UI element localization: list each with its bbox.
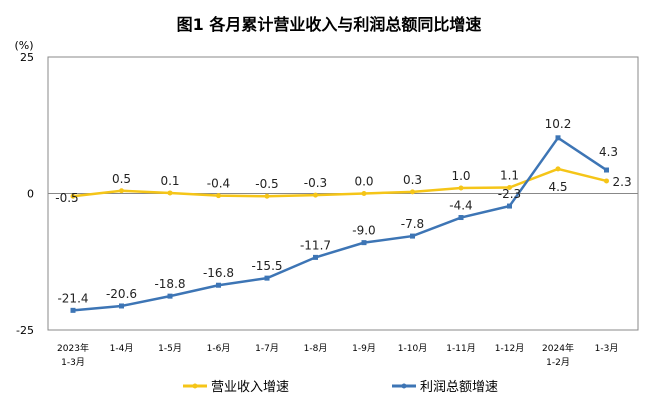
data-point: [604, 178, 609, 184]
data-point: [119, 303, 124, 309]
x-tick-label: 1-2月: [546, 357, 570, 368]
x-tick-label: 1-8月: [304, 343, 328, 354]
x-tick-label: 1-3月: [61, 357, 85, 368]
x-tick-label: 2023年: [57, 342, 89, 354]
data-point: [167, 293, 173, 299]
data-point: [507, 184, 512, 190]
data-point: [216, 282, 221, 288]
x-tick-label: 1-11月: [446, 343, 475, 354]
y-tick-label: 0: [27, 188, 34, 201]
legend-marker: [401, 383, 407, 389]
data-point: [410, 233, 415, 239]
data-label: 4.3: [599, 145, 618, 159]
data-label: 2.3: [613, 175, 632, 189]
data-label: -0.4: [207, 177, 230, 191]
data-label: 1.1: [500, 168, 519, 182]
x-tick-label: 1-9月: [352, 343, 376, 354]
legend-label: 营业收入增速: [211, 380, 289, 395]
data-point: [507, 203, 512, 209]
data-point: [264, 193, 270, 199]
data-label: -0.5: [55, 191, 78, 205]
x-tick-label: 2024年: [542, 342, 574, 354]
data-point: [313, 192, 318, 198]
data-label: -20.6: [106, 287, 137, 301]
series-line: [72, 167, 607, 198]
data-label: 1.0: [451, 169, 470, 183]
x-tick-label: 1-7月: [255, 343, 279, 354]
data-point: [167, 190, 173, 196]
x-tick-label: 1-6月: [207, 343, 231, 354]
data-label: -18.8: [154, 277, 185, 291]
y-tick-label: -25: [16, 324, 34, 337]
data-label: 0.1: [160, 174, 179, 188]
data-point: [458, 185, 464, 191]
legend-label: 利润总额增速: [420, 380, 498, 395]
series-line: [72, 136, 608, 312]
data-label: -15.5: [251, 259, 282, 273]
data-label: -16.8: [203, 266, 234, 280]
data-label: 0.3: [403, 173, 422, 187]
data-point: [119, 188, 124, 194]
x-tick-label: 1-12月: [495, 343, 524, 354]
y-axis-unit: (%): [14, 39, 33, 52]
x-tick-label: 1-5月: [158, 343, 182, 354]
data-point: [264, 275, 270, 281]
data-point: [361, 240, 367, 246]
data-point: [361, 191, 367, 196]
data-point: [216, 193, 221, 199]
data-point: [555, 135, 561, 141]
x-tick-label: 1-4月: [110, 343, 134, 354]
data-label: -2.3: [498, 187, 521, 201]
data-label: 0.0: [354, 175, 373, 189]
chart-title: 图1 各月累计营业收入与利润总额同比增速: [177, 15, 482, 34]
data-label: 10.2: [545, 117, 572, 131]
data-point: [70, 193, 76, 199]
data-label: -9.0: [352, 224, 375, 238]
data-label: -4.4: [449, 199, 472, 213]
data-point: [410, 189, 415, 195]
data-point: [458, 215, 464, 221]
data-point: [313, 254, 318, 260]
data-label: -0.5: [255, 177, 278, 191]
data-label: -21.4: [57, 291, 88, 305]
data-point: [555, 166, 561, 172]
x-tick-label: 1-3月: [595, 343, 619, 354]
y-tick-label: 25: [20, 51, 34, 64]
data-label: 4.5: [548, 180, 567, 194]
data-label: -0.3: [304, 176, 327, 190]
data-point: [604, 167, 609, 173]
x-tick-label: 1-10月: [398, 343, 427, 354]
data-point: [70, 307, 76, 313]
data-label: -11.7: [300, 238, 331, 252]
data-label: 0.5: [112, 172, 131, 186]
data-label: -7.8: [401, 217, 424, 231]
legend-marker: [192, 383, 198, 389]
